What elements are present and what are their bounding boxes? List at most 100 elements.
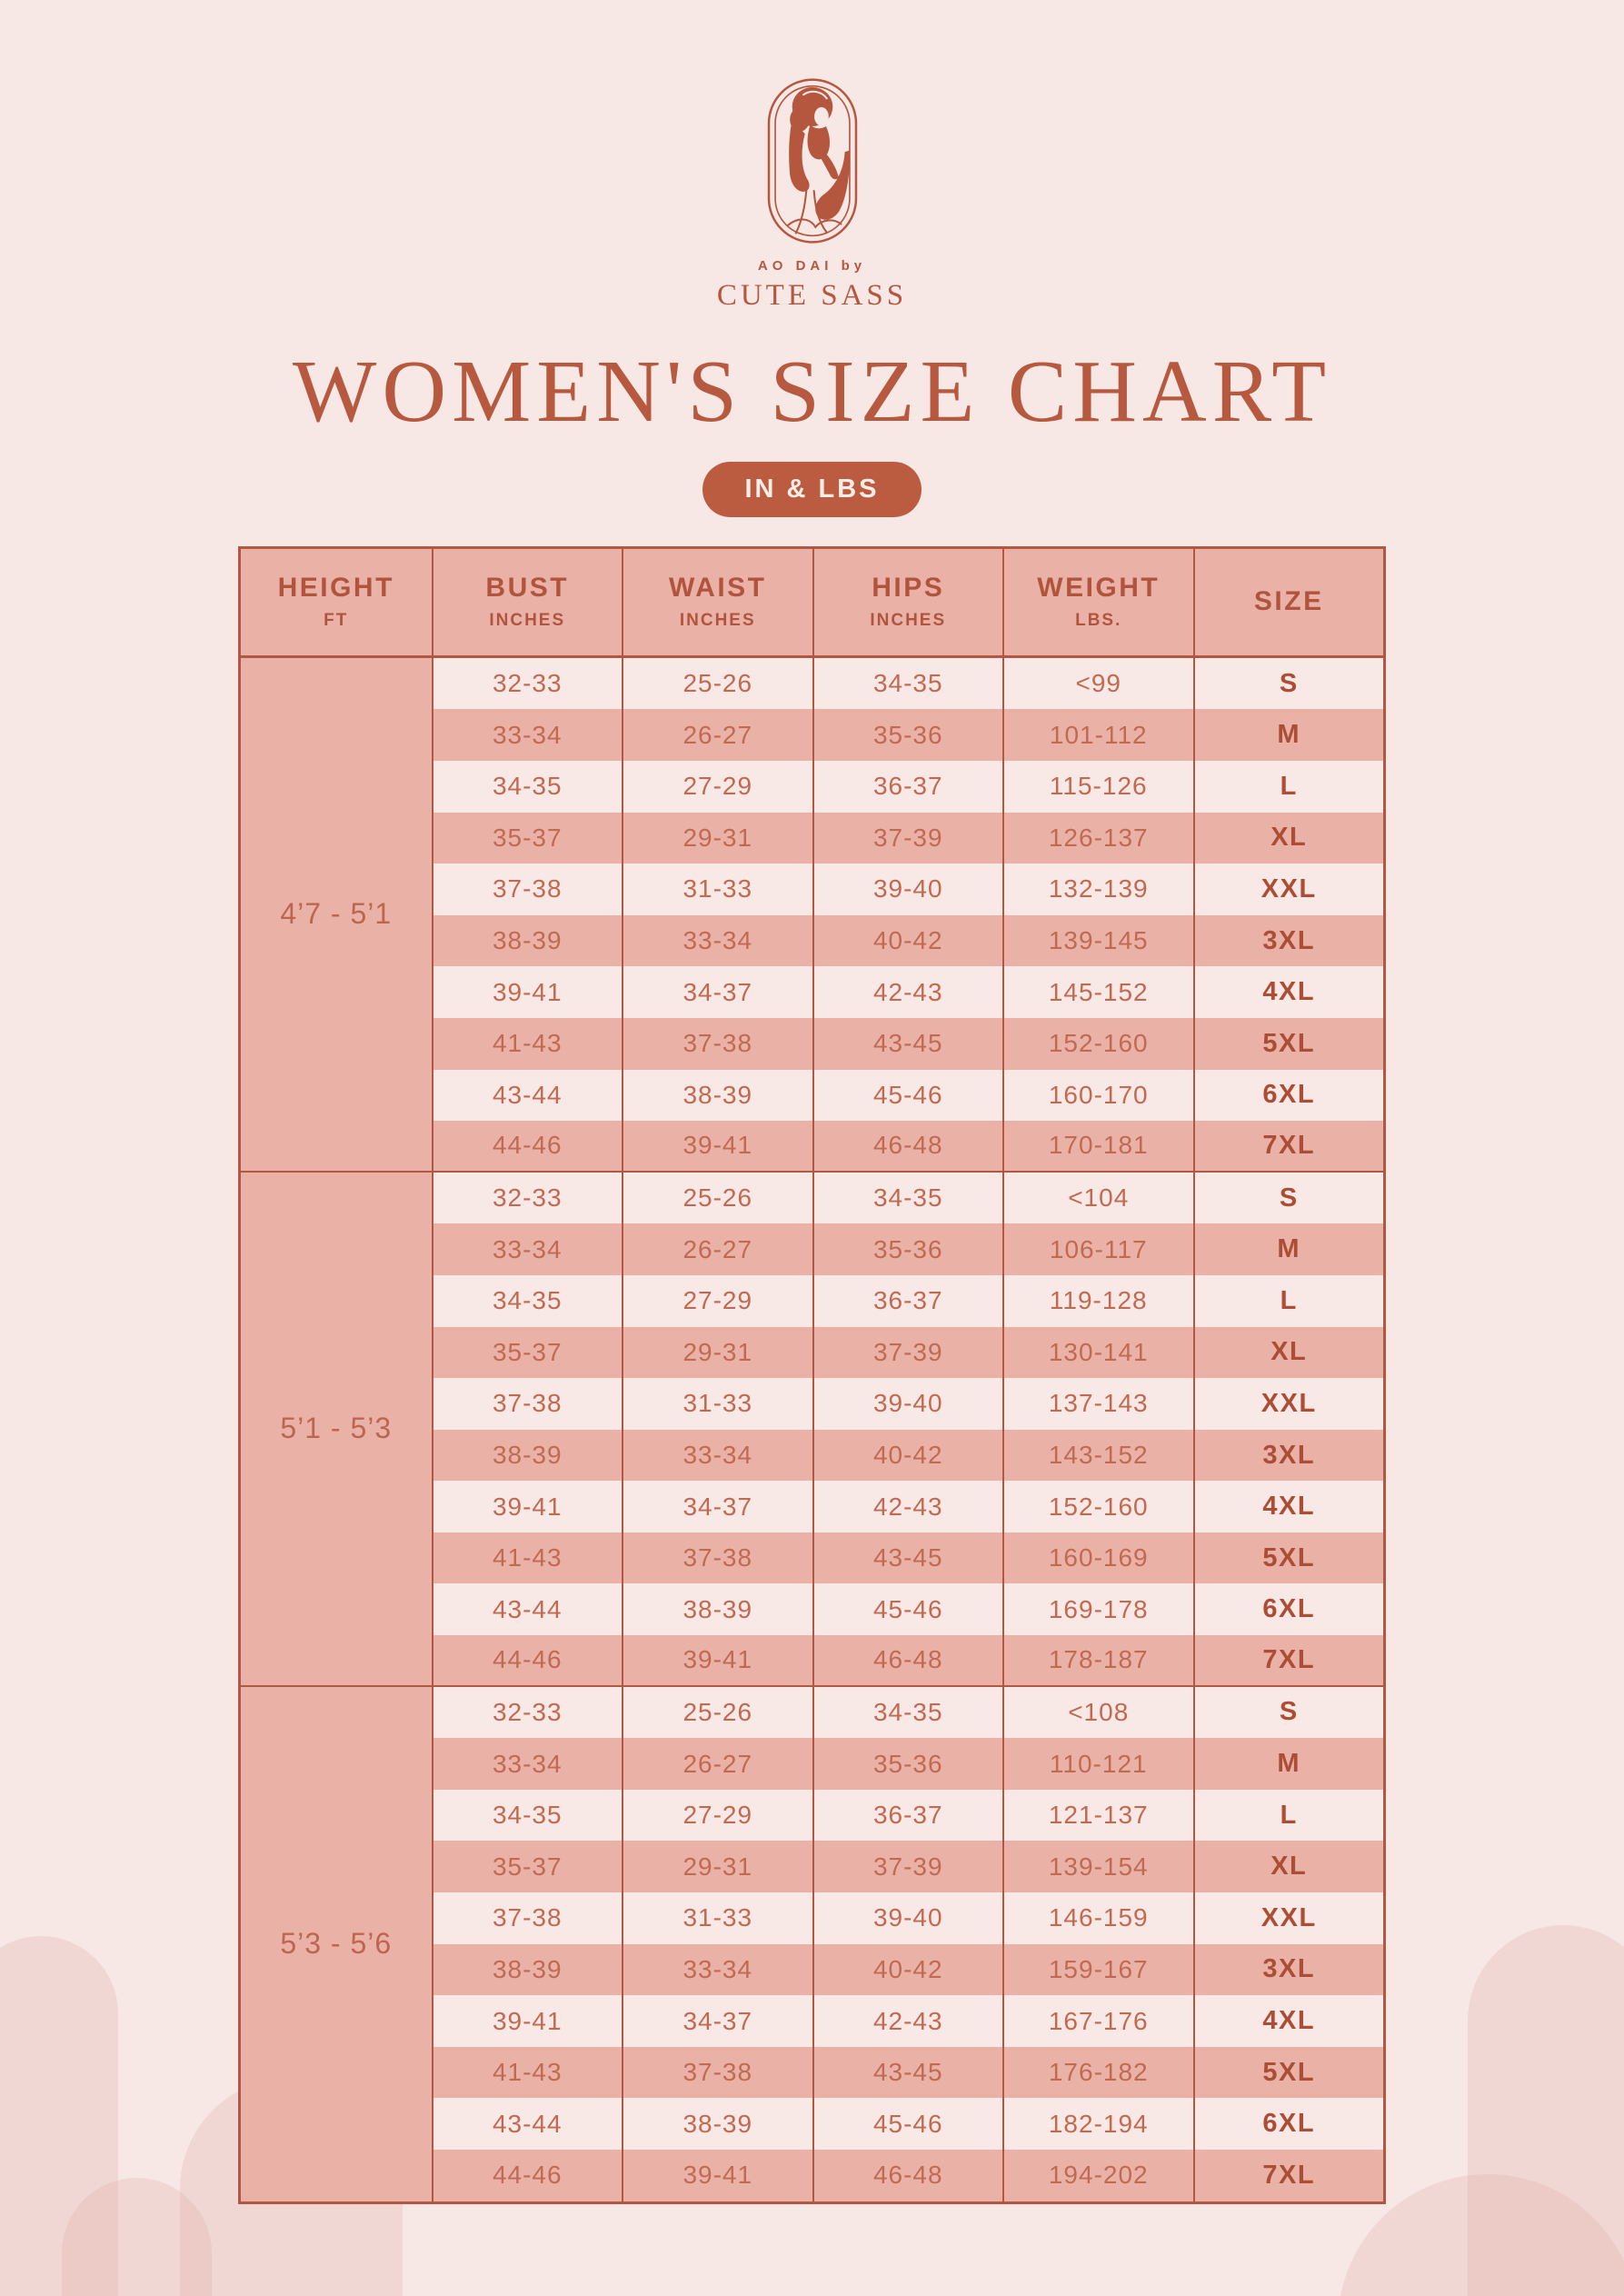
measurement-cell: 139-145 (1002, 914, 1193, 967)
poster-content: AO DAI by CUTE SASS WOMEN'S SIZE CHART I… (238, 78, 1386, 2204)
measurement-cell: 46-48 (812, 1635, 1002, 1687)
size-cell: 4XL (1192, 966, 1383, 1018)
measurement-cell: 34-35 (812, 1686, 1002, 1739)
size-cell: 5XL (1192, 1017, 1383, 1070)
measurement-cell: 25-26 (622, 1686, 812, 1739)
measurement-cell: <99 (1002, 657, 1193, 710)
measurement-cell: 33-34 (622, 914, 812, 967)
brand-tagline: AO DAI by (757, 258, 867, 274)
measurement-cell: 29-31 (622, 1841, 812, 1893)
column-header-size: SIZE (1192, 548, 1383, 658)
measurement-cell: 106-117 (1002, 1223, 1193, 1275)
size-cell: XL (1192, 812, 1383, 864)
measurement-cell: 176-182 (1002, 2046, 1193, 2099)
measurement-cell: 39-41 (431, 1481, 622, 1532)
measurement-cell: 167-176 (1002, 1995, 1193, 2047)
measurement-cell: 33-34 (431, 1223, 622, 1275)
measurement-cell: 43-44 (431, 1069, 622, 1122)
measurement-cell: 36-37 (812, 1789, 1002, 1842)
measurement-cell: 32-33 (431, 657, 622, 710)
size-cell: 4XL (1192, 1995, 1383, 2047)
measurement-cell: 145-152 (1002, 966, 1193, 1018)
size-cell: 7XL (1192, 1635, 1383, 1687)
size-cell: XXL (1192, 1378, 1383, 1430)
measurement-cell: 126-137 (1002, 812, 1193, 864)
measurement-cell: 35-36 (812, 709, 1002, 761)
measurement-cell: 37-38 (431, 863, 622, 915)
measurement-cell: 38-39 (431, 914, 622, 967)
measurement-cell: <104 (1002, 1172, 1193, 1224)
measurement-cell: 39-40 (812, 1892, 1002, 1944)
measurement-cell: 41-43 (431, 1017, 622, 1070)
height-group-cell: 4’7 - 5’1 (241, 657, 432, 1173)
measurement-cell: 44-46 (431, 1635, 622, 1687)
measurement-cell: 152-160 (1002, 1481, 1193, 1532)
size-cell: 5XL (1192, 1532, 1383, 1584)
measurement-cell: 35-37 (431, 1841, 622, 1893)
measurement-cell: 25-26 (622, 657, 812, 710)
size-cell: S (1192, 1686, 1383, 1739)
measurement-cell: 37-38 (622, 1017, 812, 1070)
measurement-cell: 35-36 (812, 1738, 1002, 1790)
size-cell: XL (1192, 1841, 1383, 1893)
measurement-cell: 39-40 (812, 863, 1002, 915)
measurement-cell: 43-45 (812, 1532, 1002, 1584)
size-cell: 6XL (1192, 2098, 1383, 2151)
measurement-cell: 160-170 (1002, 1069, 1193, 1122)
measurement-cell: 43-44 (431, 1583, 622, 1636)
measurement-cell: 160-169 (1002, 1532, 1193, 1584)
measurement-cell: 159-167 (1002, 1943, 1193, 1996)
brand-name: CUTE SASS (716, 279, 908, 312)
size-cell: 3XL (1192, 1429, 1383, 1482)
measurement-cell: 143-152 (1002, 1429, 1193, 1482)
decorative-arch (0, 1936, 118, 2296)
measurement-cell: 37-38 (622, 2046, 812, 2099)
height-group-cell: 5’1 - 5’3 (241, 1172, 432, 1687)
measurement-cell: 37-38 (431, 1378, 622, 1430)
measurement-cell: 29-31 (622, 812, 812, 864)
measurement-cell: 169-178 (1002, 1583, 1193, 1636)
size-table: HEIGHT FT BUST INCHES WAIST INCHES HIPS … (238, 545, 1386, 2204)
column-header-hips: HIPS INCHES (812, 548, 1002, 658)
measurement-cell: 40-42 (812, 1429, 1002, 1482)
size-cell: S (1192, 657, 1383, 710)
measurement-cell: 41-43 (431, 2046, 622, 2099)
measurement-cell: 33-34 (431, 709, 622, 761)
measurement-cell: 170-181 (1002, 1121, 1193, 1173)
size-cell: S (1192, 1172, 1383, 1224)
measurement-cell: 132-139 (1002, 863, 1193, 915)
column-header-height: HEIGHT FT (241, 548, 432, 658)
measurement-cell: 31-33 (622, 1892, 812, 1944)
height-group-cell: 5’3 - 5’6 (241, 1686, 432, 2201)
measurement-cell: 26-27 (622, 709, 812, 761)
page-title: WOMEN'S SIZE CHART (292, 343, 1332, 441)
measurement-cell: 27-29 (622, 760, 812, 813)
woman-in-ao-dai-logo-icon (767, 78, 857, 244)
measurement-cell: 43-45 (812, 2046, 1002, 2099)
measurement-cell: 39-41 (622, 1121, 812, 1173)
measurement-cell: 42-43 (812, 966, 1002, 1018)
measurement-cell: 26-27 (622, 1223, 812, 1275)
measurement-cell: 152-160 (1002, 1017, 1193, 1070)
measurement-cell: 35-37 (431, 1326, 622, 1379)
measurement-cell: 44-46 (431, 1121, 622, 1173)
measurement-cell: 32-33 (431, 1686, 622, 1739)
column-header-weight: WEIGHT LBS. (1002, 548, 1193, 658)
size-cell: XXL (1192, 1892, 1383, 1944)
measurement-cell: 45-46 (812, 1069, 1002, 1122)
measurement-cell: 39-41 (622, 2150, 812, 2201)
size-cell: 6XL (1192, 1583, 1383, 1636)
size-cell: L (1192, 1789, 1383, 1842)
size-cell: 4XL (1192, 1481, 1383, 1532)
measurement-cell: 36-37 (812, 760, 1002, 813)
size-cell: 7XL (1192, 2150, 1383, 2201)
measurement-cell: 37-39 (812, 1841, 1002, 1893)
measurement-cell: 119-128 (1002, 1274, 1193, 1327)
measurement-cell: 29-31 (622, 1326, 812, 1379)
measurement-cell: 42-43 (812, 1995, 1002, 2047)
size-cell: 3XL (1192, 1943, 1383, 1996)
measurement-cell: 27-29 (622, 1274, 812, 1327)
measurement-cell: 31-33 (622, 863, 812, 915)
measurement-cell: 37-39 (812, 1326, 1002, 1379)
